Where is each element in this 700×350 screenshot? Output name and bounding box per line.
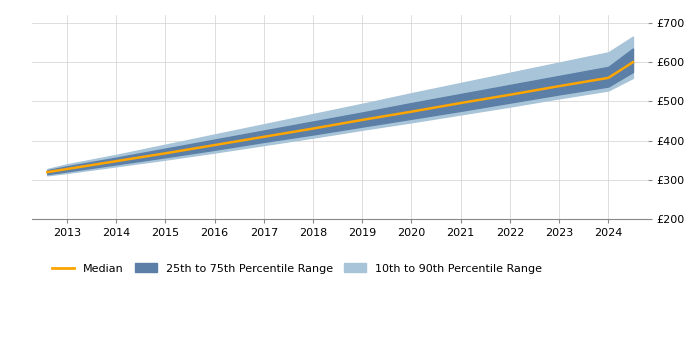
Legend: Median, 25th to 75th Percentile Range, 10th to 90th Percentile Range: Median, 25th to 75th Percentile Range, 1… <box>46 258 548 279</box>
